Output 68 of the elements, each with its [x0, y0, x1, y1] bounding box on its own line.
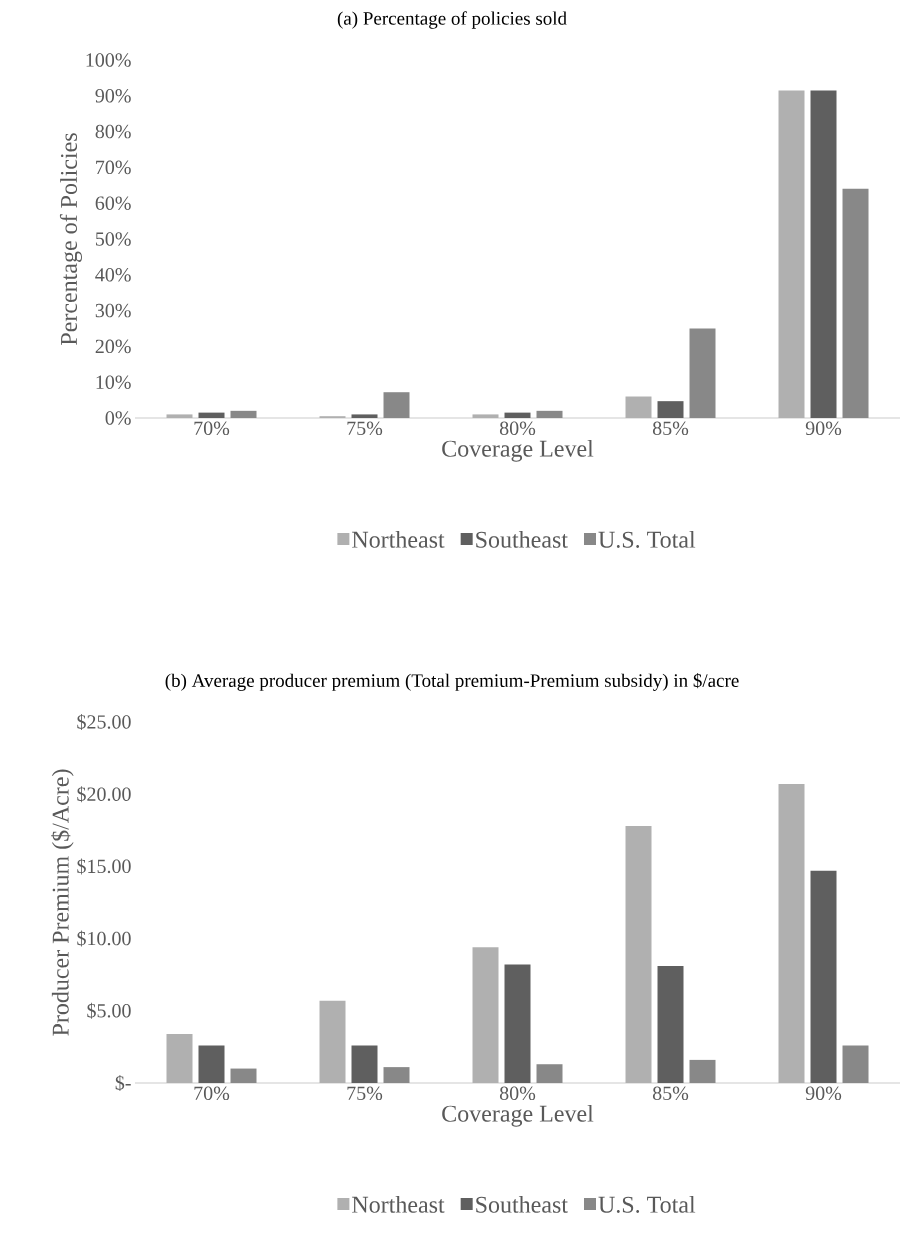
- legend-label: Northeast: [352, 1195, 445, 1213]
- bar: [625, 825, 652, 1083]
- bar: [810, 870, 837, 1083]
- legend-label: Southeast: [476, 530, 568, 548]
- bar: [472, 947, 499, 1083]
- bar: [778, 784, 805, 1083]
- legend-label: U.S. Total: [598, 530, 696, 548]
- x-tick-label: 70%: [194, 421, 230, 436]
- x-tick-label: 80%: [499, 421, 536, 436]
- legend-label: U.S. Total: [598, 1195, 696, 1213]
- bar: [351, 1045, 378, 1083]
- bar: [351, 414, 378, 418]
- y-tick-label: $15.00: [77, 858, 131, 875]
- y-tick-label: $5.00: [87, 1002, 131, 1019]
- x-tick-label: 75%: [347, 421, 383, 436]
- y-tick-label: 80%: [95, 124, 131, 139]
- bar: [625, 396, 652, 418]
- y-tick-label: 40%: [95, 268, 131, 282]
- legend-label: Northeast: [352, 530, 445, 548]
- bar: [689, 1059, 716, 1083]
- bar: [536, 1064, 563, 1083]
- bar: [319, 1000, 346, 1083]
- bar: [383, 392, 410, 418]
- bar: [536, 410, 563, 418]
- y-axis-title: Percentage of Policies: [59, 133, 82, 345]
- bar: [230, 1068, 257, 1083]
- bar: [198, 1045, 225, 1083]
- bar: [472, 414, 499, 418]
- y-tick-label: $20.00: [77, 786, 131, 803]
- bar: [778, 90, 805, 418]
- bar: [383, 1067, 410, 1083]
- x-tick-label: 75%: [347, 1086, 383, 1101]
- y-tick-label: 20%: [95, 339, 131, 354]
- bar: [842, 188, 869, 418]
- y-tick-label: 50%: [95, 232, 131, 246]
- chart-title: (a) Percentage of policies sold: [337, 11, 567, 29]
- x-tick-label: 80%: [499, 1086, 536, 1101]
- bar: [657, 966, 684, 1083]
- bar: [810, 90, 837, 418]
- x-tick-label: 85%: [652, 421, 689, 436]
- x-tick-label: 85%: [652, 1086, 689, 1101]
- y-tick-label: $10.00: [77, 930, 131, 947]
- y-tick-label: 0%: [105, 411, 131, 425]
- bar: [504, 964, 531, 1083]
- x-tick-label: 70%: [194, 1086, 230, 1101]
- x-tick-label: 90%: [805, 421, 842, 436]
- y-tick-label: $-: [115, 1075, 131, 1092]
- legend-label: Southeast: [476, 1195, 568, 1213]
- bar: [657, 401, 684, 418]
- y-axis-title: Producer Premium ($/Acre): [51, 769, 74, 1036]
- y-tick-label: 60%: [95, 196, 131, 210]
- bar: [198, 412, 225, 418]
- bar: [504, 412, 531, 418]
- bar: [166, 1033, 193, 1083]
- bar: [689, 328, 716, 418]
- x-axis-title: Coverage Level: [442, 439, 594, 462]
- x-tick-label: 90%: [805, 1086, 842, 1101]
- chart-title: (b) Average producer premium (Total premium-Premium subsidy) in $/acre: [165, 673, 739, 691]
- y-tick-label: 70%: [96, 160, 131, 175]
- y-tick-label: $25.00: [77, 713, 131, 731]
- x-axis-title: Coverage Level: [442, 1104, 594, 1127]
- y-tick-label: 30%: [95, 303, 131, 318]
- bar: [842, 1045, 869, 1083]
- y-tick-label: 90%: [95, 89, 131, 103]
- y-tick-label: 100%: [86, 53, 131, 67]
- y-tick-label: 10%: [96, 375, 131, 389]
- bar: [230, 410, 257, 418]
- bar: [166, 414, 193, 418]
